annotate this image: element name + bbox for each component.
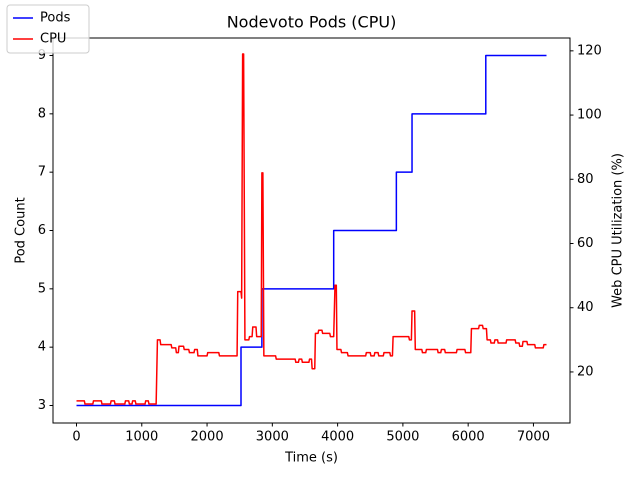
y-axis-label: Pod Count	[14, 197, 29, 263]
x-tick-label: 4000	[321, 430, 354, 445]
line-series	[76, 53, 547, 405]
y2-tick-label: 120	[577, 43, 602, 58]
plot-frame	[52, 37, 571, 424]
x-tick-label: 5000	[386, 430, 419, 445]
y2-tick-label: 100	[577, 108, 602, 123]
y-tick-label: 3	[38, 398, 46, 413]
y2-tick-label: 20	[577, 364, 594, 379]
y-tick-label: 9	[38, 48, 46, 63]
x-tick-label: 6000	[452, 430, 485, 445]
y-tick-label: 8	[38, 106, 46, 121]
y-tick-label: 5	[38, 281, 46, 296]
x-tick-label: 3000	[256, 430, 289, 445]
chart-title: Nodevoto Pods (CPU)	[227, 13, 397, 32]
y2-axis-label: Web CPU Utilization (%)	[611, 153, 626, 308]
x-axis-label: Time (s)	[284, 451, 338, 466]
line-series	[76, 54, 547, 407]
y-tick-label: 7	[38, 165, 46, 180]
y2-tick-label: 60	[577, 236, 594, 251]
legend-label: Pods	[40, 11, 71, 26]
x-tick-label: 7000	[517, 430, 550, 445]
y2-tick-label: 40	[577, 300, 594, 315]
legend-label: CPU	[40, 32, 66, 47]
y-tick-label: 6	[38, 223, 46, 238]
x-tick-label: 1000	[125, 430, 158, 445]
legend-box	[6, 4, 90, 54]
y-tick-label: 4	[38, 340, 46, 355]
x-tick-label: 2000	[191, 430, 224, 445]
y2-tick-label: 80	[577, 172, 594, 187]
x-tick-label: 0	[72, 430, 80, 445]
